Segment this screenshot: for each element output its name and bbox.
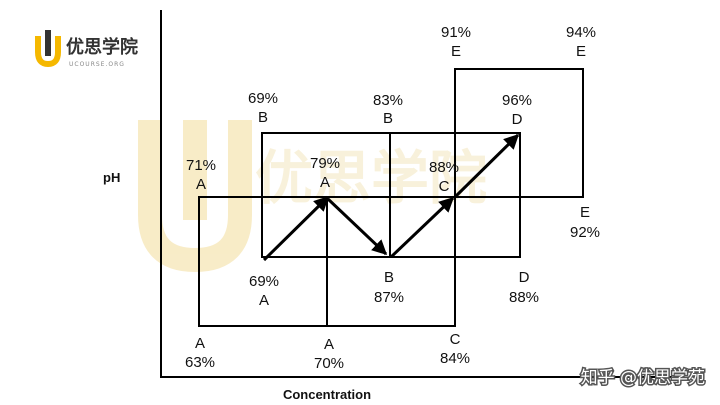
label-a-79-pct: 79% bbox=[310, 155, 340, 172]
label-e-92-letter: E bbox=[580, 204, 590, 221]
watermark: 优思学院 bbox=[138, 120, 487, 273]
arrow-a-start-to-a-center bbox=[262, 195, 330, 262]
logo: 优思学院 UCOURSE.ORG bbox=[35, 30, 138, 68]
label-c-84-pct: 84% bbox=[440, 350, 470, 367]
label-e-92-pct: 92% bbox=[570, 224, 600, 241]
y-axis-title: pH bbox=[103, 170, 120, 185]
label-b-69-letter: B bbox=[258, 109, 268, 126]
label-b-87-pct: 87% bbox=[374, 289, 404, 306]
label-a-69-pct: 69% bbox=[249, 273, 279, 290]
label-e-94-pct: 94% bbox=[566, 24, 596, 41]
label-a-69-letter: A bbox=[259, 292, 269, 309]
point-labels: 71% A 79% A 69% A A 63% A 70% 69% B 83% … bbox=[185, 24, 600, 372]
label-d-96-pct: 96% bbox=[502, 92, 532, 109]
watermark-text: 优思学院 bbox=[255, 144, 487, 212]
label-c-84-letter: C bbox=[450, 331, 461, 348]
credit: 知乎 @优思学苑 bbox=[579, 367, 706, 390]
label-a-63-pct: 63% bbox=[185, 354, 215, 371]
credit-text: 知乎 @优思学苑 bbox=[581, 368, 705, 388]
x-axis-title: Concentration bbox=[283, 387, 371, 402]
arrow-c-to-d bbox=[453, 133, 520, 199]
label-a-71-pct: 71% bbox=[186, 157, 216, 174]
watermark-logo-icon bbox=[138, 120, 252, 273]
logo-icon bbox=[35, 30, 61, 68]
logo-subtitle: UCOURSE.ORG bbox=[69, 61, 125, 68]
arrow-b-to-c bbox=[389, 196, 455, 259]
label-b-83-letter: B bbox=[383, 110, 393, 127]
label-a-79-letter: A bbox=[320, 174, 330, 191]
label-a-71-letter: A bbox=[196, 176, 206, 193]
label-b-69-pct: 69% bbox=[248, 90, 278, 107]
label-d-88-pct: 88% bbox=[509, 289, 539, 306]
label-a-70-letter: A bbox=[324, 336, 334, 353]
box-e bbox=[454, 68, 584, 198]
boxes bbox=[198, 68, 584, 327]
label-e-94-letter: E bbox=[576, 43, 586, 60]
label-e-91-letter: E bbox=[451, 43, 461, 60]
logo-name: 优思学院 bbox=[66, 36, 138, 58]
axes: pH Concentration bbox=[103, 10, 672, 402]
label-a-70-pct: 70% bbox=[314, 355, 344, 372]
path-arrows bbox=[262, 133, 520, 262]
label-a-63-letter: A bbox=[195, 335, 205, 352]
label-b-87-letter: B bbox=[384, 269, 394, 286]
label-b-83-pct: 83% bbox=[373, 92, 403, 109]
label-e-91-pct: 91% bbox=[441, 24, 471, 41]
label-c-88-pct: 88% bbox=[429, 159, 459, 176]
label-c-88-letter: C bbox=[439, 178, 450, 195]
label-d-88-letter: D bbox=[519, 269, 530, 286]
label-d-96-letter: D bbox=[512, 111, 523, 128]
arrow-a-center-to-b bbox=[326, 197, 388, 256]
